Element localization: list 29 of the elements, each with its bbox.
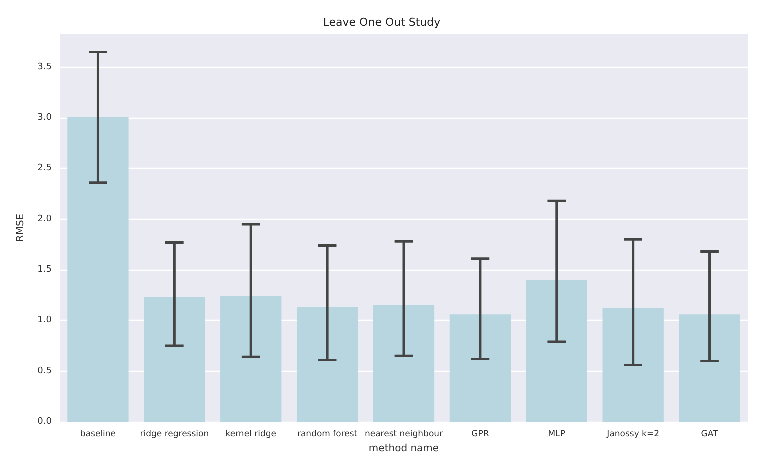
- bar: [296, 308, 358, 422]
- y-axis-title: RMSE: [16, 214, 26, 242]
- y-tick-label: 3.5: [38, 62, 52, 72]
- y-tick-label: 2.5: [38, 164, 52, 174]
- x-tick-label: random forest: [297, 430, 358, 440]
- y-tick-label: 1.0: [38, 316, 52, 326]
- y-tick-label: 0.5: [38, 366, 52, 376]
- bar: [450, 314, 512, 422]
- x-tick-label: baseline: [80, 430, 116, 440]
- y-tick-label: 3.0: [38, 113, 52, 124]
- y-tick-label: 0.0: [38, 417, 52, 427]
- bar: [373, 306, 435, 422]
- bar: [602, 308, 664, 422]
- bar: [68, 117, 129, 422]
- x-tick-label: Janossy k=2: [606, 430, 660, 440]
- bar: [220, 296, 282, 422]
- x-tick-label: kernel ridge: [226, 430, 276, 440]
- x-tick-label: GPR: [472, 430, 490, 440]
- x-tick-label: nearest neighbour: [364, 430, 444, 440]
- x-tick-label: GAT: [701, 430, 720, 440]
- x-tick-label: ridge regression: [140, 430, 210, 440]
- y-tick-label: 2.0: [38, 214, 52, 224]
- bar: [526, 280, 588, 422]
- chart-title: Leave One Out Study: [323, 16, 442, 29]
- y-tick-label: 1.5: [38, 265, 52, 276]
- bar: [144, 297, 206, 422]
- x-axis-title: method name: [368, 444, 440, 454]
- bar: [679, 314, 740, 422]
- x-tick-label: MLP: [548, 430, 566, 440]
